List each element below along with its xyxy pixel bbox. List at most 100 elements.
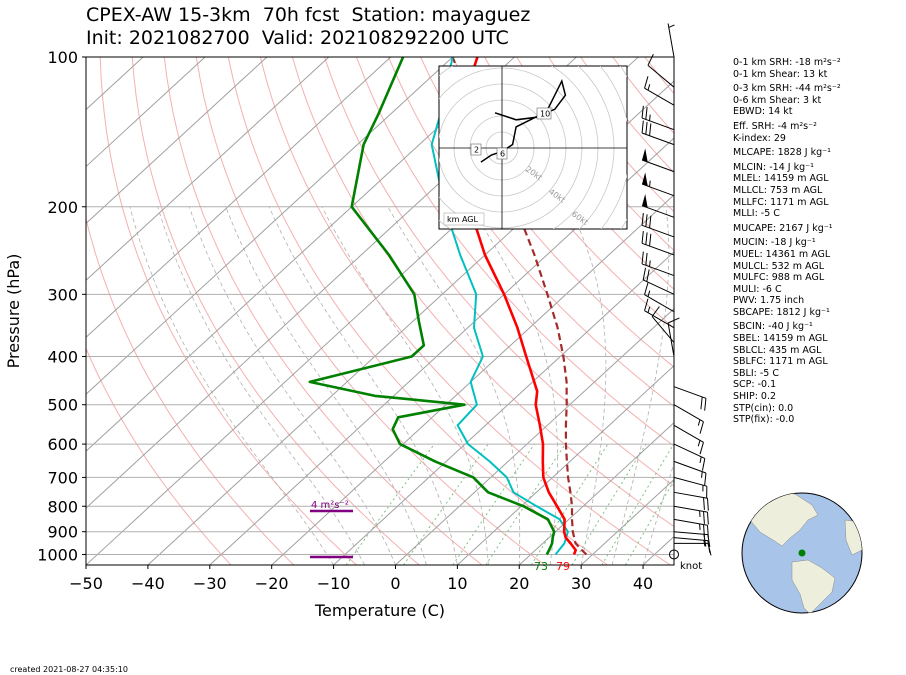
- param-line: SBCAPE: 1812 J kg⁻¹: [733, 306, 830, 318]
- param-line: MUCAPE: 2167 J kg⁻¹: [733, 222, 833, 234]
- param-line: PWV: 1.75 inch: [733, 295, 805, 307]
- barb-full: [706, 525, 709, 538]
- moist-adiabat: [387, 206, 521, 565]
- dry-adiabat: [86, 347, 232, 565]
- barb-half: [697, 440, 701, 447]
- wind-barb: [673, 424, 704, 455]
- barb-full: [641, 251, 644, 264]
- station-marker: [798, 549, 806, 557]
- barb-shaft: [673, 531, 708, 536]
- barb-full: [704, 398, 707, 411]
- x-tick-label: −20: [255, 574, 289, 593]
- dewpoint-trace: [308, 57, 556, 556]
- isotherm: [86, 57, 453, 395]
- barb-full: [667, 317, 680, 324]
- barb-shaft: [644, 87, 675, 106]
- parameter-list: 0-1 km SRH: -18 m²s⁻² 0-1 km Shear: 13 kt…: [733, 57, 841, 426]
- parcel-trace: [451, 57, 588, 556]
- param-line: SCP: -0.1: [733, 379, 777, 391]
- background-lines: [86, 57, 674, 565]
- barb-full: [651, 306, 660, 317]
- wind-barb: [667, 23, 675, 58]
- isotherm: [86, 57, 206, 168]
- barb-shaft: [673, 476, 707, 487]
- barb-full: [645, 121, 648, 135]
- wind-barb: [673, 404, 704, 434]
- barb-full: [704, 472, 707, 486]
- isotherm: [395, 308, 674, 565]
- param-line: 0-6 km Shear: 3 kt: [733, 94, 822, 106]
- wind-barb: [641, 212, 675, 238]
- moist-adiabat: [611, 206, 670, 565]
- mixing-ratio-line: [625, 479, 674, 565]
- barb-shaft: [647, 64, 675, 88]
- barb-half: [697, 419, 701, 426]
- y-tick-label: 300: [47, 285, 78, 304]
- barb-shaft: [641, 159, 675, 173]
- barb-half: [647, 306, 651, 313]
- hodograph-height-label: 2: [474, 146, 479, 155]
- wind-barb: [644, 298, 675, 329]
- title-valid-time: Init: 2021082700 Valid: 202108292200 UTC: [86, 27, 509, 49]
- moist-adiabat: [157, 206, 365, 565]
- barb-shaft: [673, 424, 704, 443]
- y-tick-label: 400: [47, 348, 78, 367]
- barb-full: [641, 120, 644, 134]
- barb-full: [700, 396, 703, 410]
- isotherm: [86, 57, 515, 452]
- mixing-ratio-line: [345, 443, 435, 565]
- hodograph-height-box: [496, 147, 508, 160]
- wind-barb: [647, 54, 675, 88]
- param-line: MULFC: 988 m AGL: [733, 272, 825, 284]
- param-line: MLLCL: 753 m AGL: [733, 184, 823, 196]
- param-line: MLLI: -5 C: [733, 208, 780, 220]
- wind-barb: [641, 251, 675, 277]
- barb-full: [641, 230, 644, 244]
- barb-full: [645, 214, 648, 227]
- barb-half: [649, 260, 651, 267]
- barb-half: [649, 114, 651, 121]
- mixing-ratio-line: [403, 443, 489, 565]
- param-line: SBCIN: -40 J kg⁻¹: [733, 321, 813, 333]
- barb-full: [641, 212, 644, 226]
- param-line: MLLFC: 1171 m AGL: [733, 196, 829, 208]
- barb-full: [706, 498, 709, 511]
- param-line: STP(fix): -0.0: [733, 414, 795, 426]
- wind-barb: [673, 491, 709, 511]
- param-line: MLCIN: -14 J kg⁻¹: [733, 161, 814, 173]
- barb-full: [641, 105, 644, 119]
- x-tick-label: 20: [509, 574, 529, 593]
- barb-shaft: [641, 242, 675, 256]
- srh-label: 4 m²s⁻²: [311, 500, 349, 511]
- isotherm: [209, 137, 674, 565]
- barb-full: [645, 252, 648, 266]
- barb-half: [699, 456, 702, 463]
- barb-shaft: [673, 537, 708, 542]
- mixing-ratio-line: [485, 443, 566, 565]
- y-tick-label: 900: [47, 523, 78, 542]
- hodograph-height-label: 6: [500, 150, 505, 159]
- barb-half: [668, 24, 675, 28]
- south-america: [791, 559, 836, 613]
- globe-inset: [741, 492, 863, 614]
- moist-adiabat: [642, 462, 674, 565]
- y-tick-label: 700: [47, 468, 78, 487]
- param-line: 0-1 km SRH: -18 m²s⁻²: [733, 57, 841, 68]
- dry-adiabat: [484, 57, 674, 290]
- moist-adiabat: [321, 206, 489, 565]
- hodograph-height-box: [536, 107, 552, 120]
- x-tick-label: −30: [193, 574, 227, 593]
- barb-full: [701, 458, 706, 471]
- wind-barb: [641, 172, 675, 197]
- barb-full: [646, 269, 650, 282]
- hodograph-range-label: 80kt: [593, 232, 613, 250]
- param-line: SBLFC: 1171 m AGL: [733, 356, 828, 368]
- barb-shaft: [641, 224, 675, 238]
- barb-shaft: [673, 404, 704, 423]
- moist-adiabat: [568, 206, 607, 565]
- param-line: MULCL: 532 m AGL: [733, 260, 825, 272]
- temperature-trace: [455, 57, 578, 555]
- moist-adiabat: [188, 206, 396, 565]
